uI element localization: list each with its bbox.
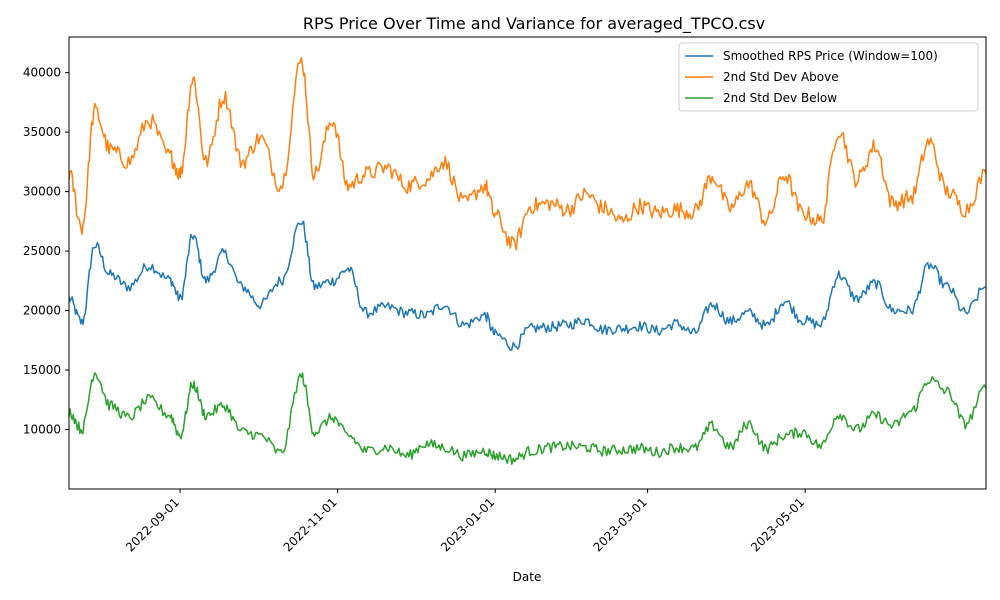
x-tick-label: 2023-03-01 bbox=[591, 495, 650, 554]
plot-area-frame bbox=[68, 36, 987, 490]
y-tick-label: 35000 bbox=[23, 125, 61, 139]
series-line-1 bbox=[68, 220, 987, 352]
y-tick-label: 25000 bbox=[23, 244, 61, 258]
y-tick-label: 40000 bbox=[23, 66, 61, 80]
x-tick-label: 2023-05-01 bbox=[748, 495, 807, 554]
series-layer bbox=[68, 57, 987, 465]
x-tick-label: 2022-11-01 bbox=[281, 495, 340, 554]
y-axis: 10000 15000 20000 25000 30000 35000 40000 bbox=[23, 66, 69, 437]
legend-entry-label: 2nd Std Dev Below bbox=[723, 91, 837, 105]
y-tick-label: 20000 bbox=[23, 304, 61, 318]
x-axis-label: Date bbox=[513, 570, 542, 584]
y-tick-label: 15000 bbox=[23, 363, 61, 377]
x-axis: 2022-09-01 2022-11-01 2023-01-01 2023-03-01… bbox=[123, 489, 807, 554]
legend: Smoothed RPS Price (Window=100) 2nd Std D… bbox=[678, 42, 979, 112]
y-tick-label: 30000 bbox=[23, 185, 61, 199]
series-line-2 bbox=[68, 57, 987, 251]
x-tick-label: 2023-01-01 bbox=[438, 495, 497, 554]
legend-box bbox=[678, 42, 979, 112]
legend-entry-label: Smoothed RPS Price (Window=100) bbox=[723, 49, 938, 63]
series-line-3 bbox=[68, 372, 987, 465]
y-tick-label: 10000 bbox=[23, 423, 61, 437]
x-tick-label: 2022-09-01 bbox=[123, 495, 182, 554]
chart-title: RPS Price Over Time and Variance for ave… bbox=[303, 14, 765, 34]
legend-entry-label: 2nd Std Dev Above bbox=[723, 70, 839, 84]
